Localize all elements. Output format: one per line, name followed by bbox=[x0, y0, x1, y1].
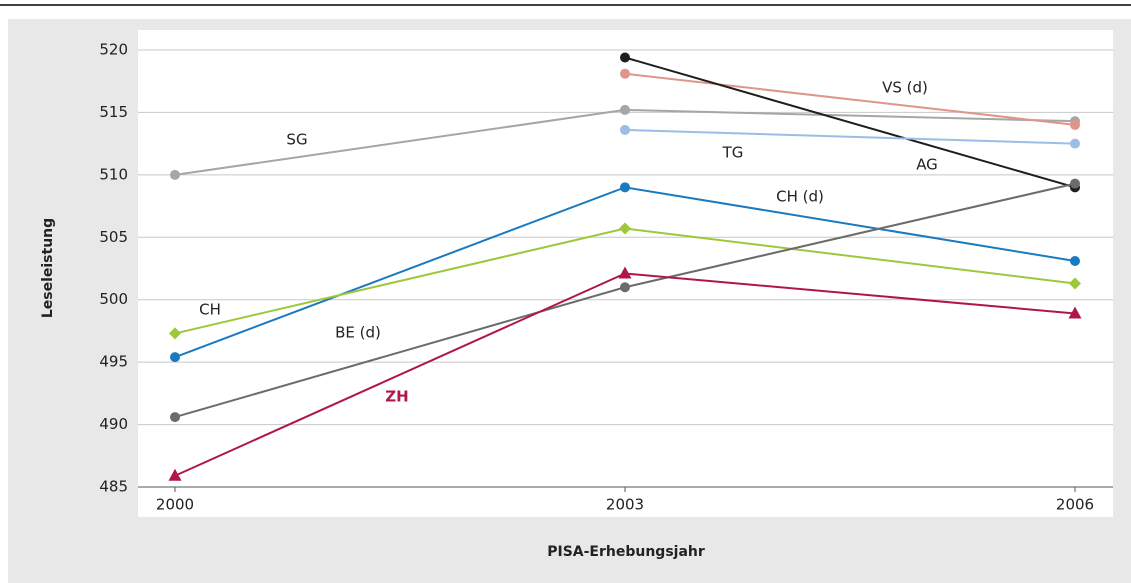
point bbox=[170, 412, 180, 423]
y-axis-title: Leseleistung bbox=[40, 218, 56, 318]
series-line bbox=[624, 56, 1076, 189]
series-label: SG bbox=[286, 131, 307, 149]
point bbox=[619, 222, 631, 235]
series-label: CH (d) bbox=[776, 188, 824, 206]
point bbox=[170, 352, 180, 363]
point bbox=[620, 68, 630, 79]
y-tick-label: 515 bbox=[99, 103, 128, 121]
point bbox=[1070, 256, 1080, 267]
point bbox=[620, 182, 630, 193]
series-label: ZH bbox=[385, 388, 408, 406]
x-tick-label: 2003 bbox=[606, 496, 644, 514]
y-tick-label: 500 bbox=[99, 290, 128, 308]
y-tick-label: 505 bbox=[99, 228, 128, 246]
point bbox=[1068, 306, 1082, 319]
point bbox=[169, 327, 181, 340]
x-axis-title: PISA-Erhebungsjahr bbox=[547, 544, 705, 560]
y-tick-label: 495 bbox=[99, 353, 128, 371]
point bbox=[620, 124, 630, 135]
series-label: TG bbox=[722, 144, 744, 162]
y-tick-label: 510 bbox=[99, 165, 128, 183]
point bbox=[1070, 138, 1080, 149]
point bbox=[1069, 277, 1081, 290]
series-line bbox=[624, 72, 1076, 126]
y-tick-label: 490 bbox=[99, 415, 128, 433]
series-label: BE (d) bbox=[335, 324, 381, 342]
series-line bbox=[624, 128, 1076, 145]
point bbox=[170, 169, 180, 180]
point bbox=[618, 266, 632, 279]
point bbox=[1070, 178, 1080, 189]
series-label: VS (d) bbox=[882, 79, 928, 97]
point bbox=[1070, 119, 1080, 130]
x-tick-label: 2000 bbox=[156, 496, 194, 514]
x-tick-label: 2006 bbox=[1056, 496, 1094, 514]
point bbox=[620, 282, 630, 293]
point bbox=[620, 104, 630, 115]
series-label: AG bbox=[916, 156, 938, 174]
point bbox=[168, 468, 182, 481]
y-tick-label: 485 bbox=[99, 478, 128, 496]
series-label: CH bbox=[199, 301, 221, 319]
point bbox=[620, 52, 630, 63]
y-tick-label: 520 bbox=[99, 41, 128, 59]
